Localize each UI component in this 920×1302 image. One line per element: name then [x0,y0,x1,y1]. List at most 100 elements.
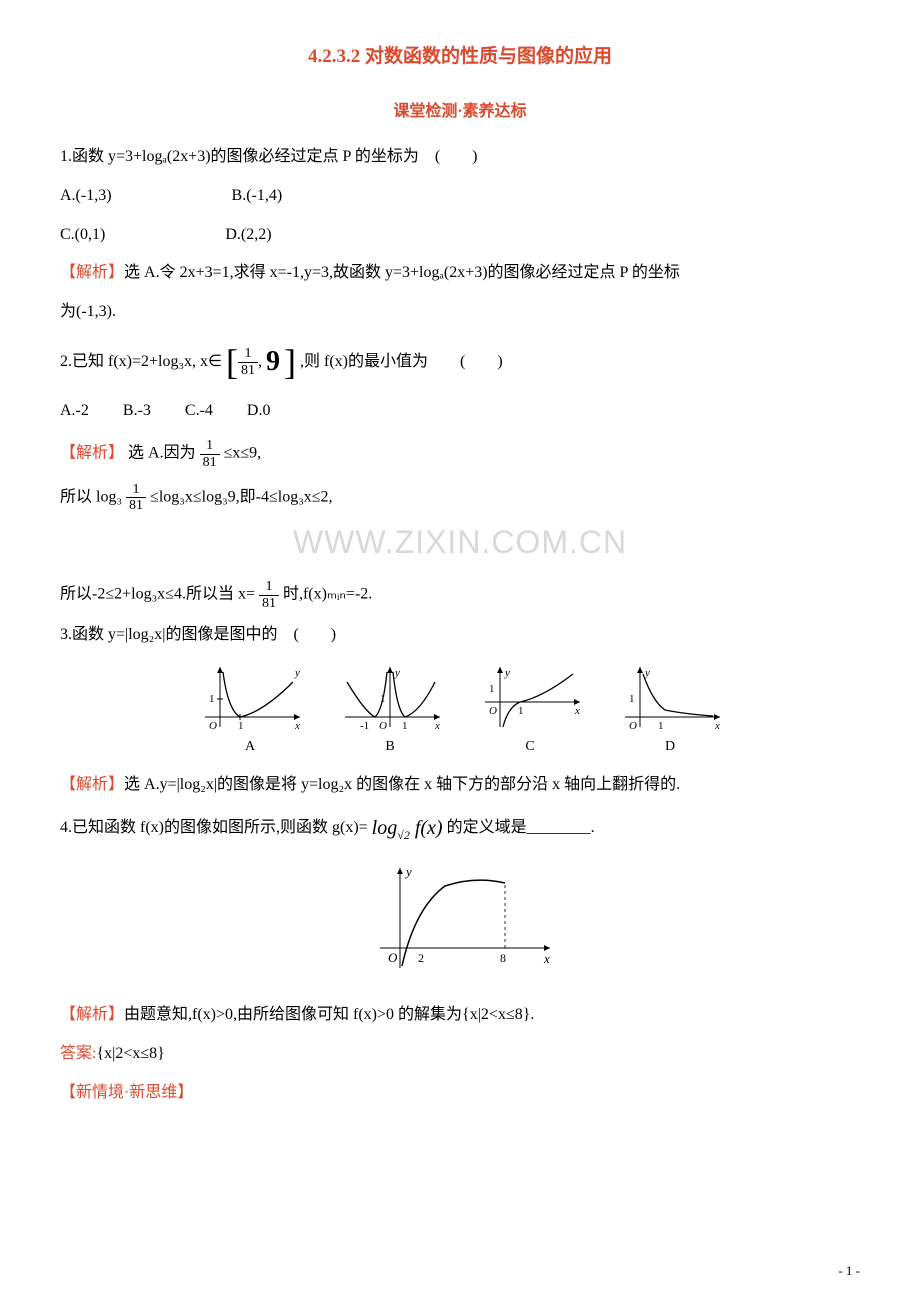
chart-b-label: B [385,734,394,759]
q3-chart-c: y x O 1 1 C [475,662,585,759]
q2-stem: 2.已知 f(x)=2+log₃x, x∈ [ 1 81 , 9 ] ,则 f(… [60,337,860,387]
q1-options-row2: C.(0,1) D.(2,2) [60,221,860,250]
q3-solution-text: 选 A.y=|log₂x|的图像是将 y=log₂x 的图像在 x 轴下方的部分… [124,776,680,793]
q3-charts: y x O 1 1 A y x O 1 -1 1 B [60,662,860,759]
svg-text:O: O [388,950,398,965]
fraction-1-81: 1 81 [259,579,279,611]
chart-c-svg: y x O 1 1 [475,662,585,732]
chart-a-svg: y x O 1 1 [195,662,305,732]
q3-stem: 3.函数 y=|log₂x|的图像是图中的 ( ) [60,621,860,650]
solution-label: 【解析】 [60,264,124,281]
nine: 9 [266,337,280,387]
q2-line2-mid: ≤log₃x≤log₃9,即-4≤log₃x≤2, [150,489,333,506]
q1-stem: 1.函数 y=3+logₐ(2x+3)的图像必经过定点 P 的坐标为 ( ) [60,143,860,172]
q4-stem-pre: 4.已知函数 f(x)的图像如图所示,则函数 g(x)= [60,819,368,836]
q1-solution-text1: 选 A.令 2x+3=1,求得 x=-1,y=3,故函数 y=3+logₐ(2x… [124,264,680,281]
frac-num: 1 [238,346,258,362]
q1-solution-line1: 【解析】选 A.令 2x+3=1,求得 x=-1,y=3,故函数 y=3+log… [60,259,860,288]
svg-text:1: 1 [402,720,408,732]
frac-num: 1 [126,482,146,498]
frac-num: 1 [200,438,220,454]
frac-num: 1 [259,579,279,595]
document-subtitle: 课堂检测·素养达标 [60,98,860,127]
q4-solution-text: 由题意知,f(x)>0,由所给图像可知 f(x)>0 的解集为{x|2<x≤8}… [124,1006,534,1023]
frac-den: 81 [259,596,279,611]
chart-d-svg: y x O 1 1 [615,662,725,732]
chart-a-label: A [245,734,255,759]
q4-log-expr: log√2 f(x) [372,810,443,847]
q4-solution: 【解析】由题意知,f(x)>0,由所给图像可知 f(x)>0 的解集为{x|2<… [60,1001,860,1030]
svg-text:y: y [404,864,412,879]
q4-stem-post: 的定义域是________. [447,819,595,836]
q1-solution-line2: 为(-1,3). [60,298,860,327]
svg-text:8: 8 [500,951,506,965]
q2-solution-line1: 【解析】 选 A.因为 1 81 ≤x≤9, [60,438,860,470]
svg-text:1: 1 [489,683,495,695]
q2-line3-pre: 所以-2≤2+log₃x≤4.所以当 x= [60,586,255,603]
svg-text:O: O [629,720,637,732]
svg-text:y: y [504,667,510,679]
q2-opt-a: A.-2 [60,402,89,419]
svg-text:O: O [379,720,387,732]
svg-text:1: 1 [238,720,244,732]
q1-opt-b: B.(-1,4) [232,182,283,211]
q3-solution: 【解析】选 A.y=|log₂x|的图像是将 y=log₂x 的图像在 x 轴下… [60,771,860,800]
solution-label: 【解析】 [60,1006,124,1023]
q4-chart-svg: y x O 2 8 [360,858,560,978]
svg-text:y: y [644,667,650,679]
q2-solution-line3: 所以-2≤2+log₃x≤4.所以当 x= 1 81 时,f(x)ₘᵢₙ=-2. [60,579,860,611]
svg-text:y: y [394,667,400,679]
solution-label: 【解析】 [60,445,124,462]
frac-den: 81 [126,498,146,513]
q3-chart-b: y x O 1 -1 1 B [335,662,445,759]
answer-label: 答案: [60,1045,96,1062]
right-bracket-icon: ] [284,344,296,380]
frac-den: 81 [238,363,258,378]
q1-opt-a: A.(-1,3) [60,182,112,211]
q2-opt-d: D.0 [247,402,271,419]
q2-opt-b: B.-3 [123,402,151,419]
svg-text:x: x [543,951,550,966]
chart-c-label: C [525,734,534,759]
document-title: 4.2.3.2 对数函数的性质与图像的应用 [60,40,860,74]
svg-text:2: 2 [418,951,424,965]
svg-text:1: 1 [629,693,635,705]
page-number: - 1 - [838,1259,860,1282]
chart-d-label: D [665,734,675,759]
q2-solution-line2: 所以 log₃ 1 81 ≤log₃x≤log₃9,即-4≤log₃x≤2, [60,482,860,514]
new-section: 【新情境·新思维】 [60,1079,860,1108]
q2-options: A.-2 B.-3 C.-4 D.0 [60,397,860,426]
fraction-1-81: 1 81 [200,438,220,470]
q1-options-row1: A.(-1,3) B.(-1,4) [60,182,860,211]
solution-label: 【解析】 [60,776,124,793]
svg-text:x: x [434,720,440,732]
q4-answer: 答案:{x|2<x≤8} [60,1040,860,1069]
frac-den: 81 [200,455,220,470]
q4-chart: y x O 2 8 [60,858,860,989]
interval-expr: [ 1 81 , 9 ] [226,337,296,387]
q2-opt-c: C.-4 [185,402,213,419]
q2-line1-post: ≤x≤9, [224,445,262,462]
fraction-1-81: 1 81 [238,346,258,378]
comma: , [258,348,262,377]
chart-b-svg: y x O 1 -1 1 [335,662,445,732]
q2-line3-post: 时,f(x)ₘᵢₙ=-2. [283,586,372,603]
svg-text:1: 1 [518,705,524,717]
svg-text:-1: -1 [360,720,369,732]
left-bracket-icon: [ [226,344,238,380]
q4-stem: 4.已知函数 f(x)的图像如图所示,则函数 g(x)= log√2 f(x) … [60,810,860,847]
watermark: WWW.ZIXIN.COM.CN [60,514,860,572]
q1-opt-d: D.(2,2) [225,221,271,250]
svg-text:x: x [714,720,720,732]
svg-text:1: 1 [658,720,664,732]
svg-text:O: O [209,720,217,732]
q2-line2-pre: 所以 log₃ [60,489,122,506]
svg-text:x: x [294,720,300,732]
fraction-1-81: 1 81 [126,482,146,514]
svg-text:1: 1 [209,693,215,705]
q1-opt-c: C.(0,1) [60,221,105,250]
q4-answer-text: {x|2<x≤8} [96,1045,164,1062]
q2-stem-post: ,则 f(x)的最小值为 ( ) [300,353,503,370]
svg-text:O: O [489,705,497,717]
q2-line1-pre: 选 A.因为 [128,445,196,462]
